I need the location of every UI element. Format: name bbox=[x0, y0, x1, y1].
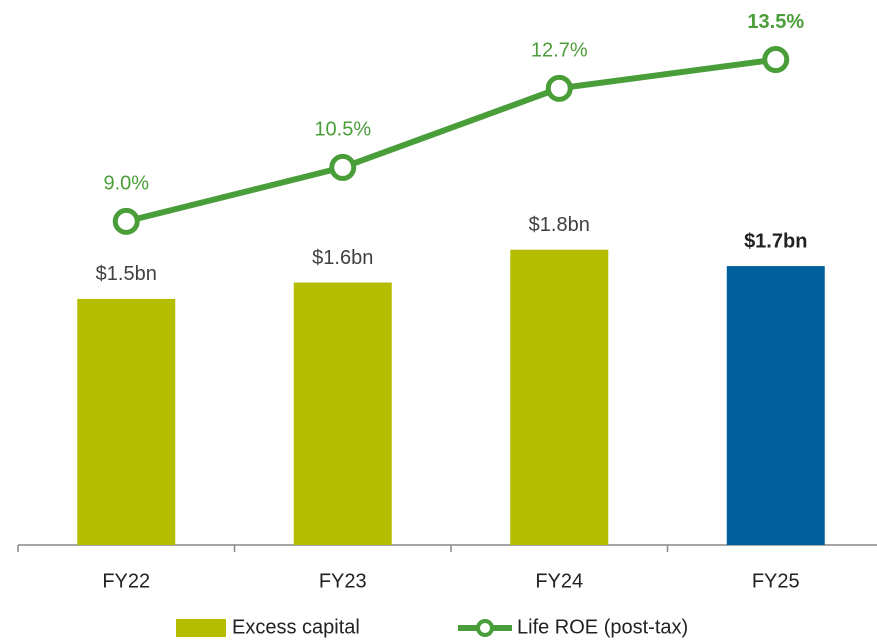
bar bbox=[726, 266, 825, 545]
line-marker bbox=[329, 153, 357, 181]
legend-label: Excess capital bbox=[232, 616, 360, 638]
line-marker bbox=[762, 46, 790, 74]
line-marker bbox=[112, 207, 140, 235]
x-tick-label: FY24 bbox=[535, 570, 583, 592]
bar bbox=[77, 298, 176, 545]
legend-label: Life ROE (post-tax) bbox=[517, 616, 688, 638]
legend-marker bbox=[476, 619, 494, 637]
line-value-label: 13.5% bbox=[747, 11, 804, 33]
line bbox=[125, 56, 777, 225]
bar-value-label: $1.5bn bbox=[96, 263, 157, 285]
bar-value-label: $1.8bn bbox=[529, 214, 590, 236]
x-tick-label: FY22 bbox=[102, 570, 150, 592]
bar-value-label: $1.7bn bbox=[744, 230, 807, 252]
legend-swatch bbox=[176, 619, 226, 637]
line-marker bbox=[545, 74, 573, 102]
x-tick-label: FY23 bbox=[319, 570, 367, 592]
line-value-label: 12.7% bbox=[531, 40, 588, 62]
bar bbox=[293, 282, 392, 545]
bar-value-label: $1.6bn bbox=[312, 247, 373, 269]
line-value-label: 9.0% bbox=[103, 173, 149, 195]
bar bbox=[510, 249, 609, 545]
line-value-label: 10.5% bbox=[314, 119, 371, 141]
x-tick-label: FY25 bbox=[752, 570, 800, 592]
